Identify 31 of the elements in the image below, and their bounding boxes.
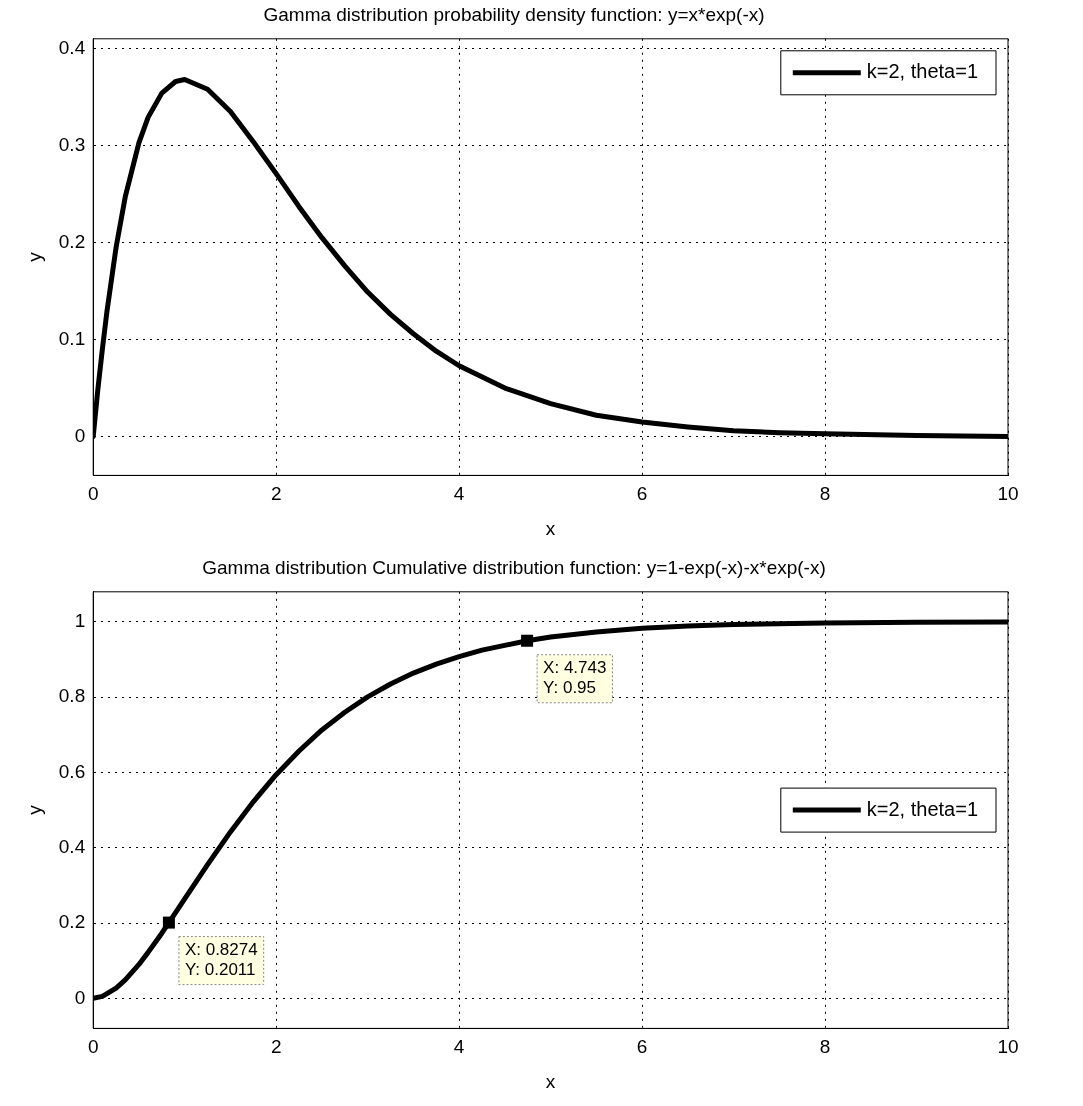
x-tick-label: 8 [819, 483, 831, 505]
y-tick-label: 0 [74, 986, 86, 1008]
annotation: X: 0.8274 Y: 0.2011 [184, 939, 258, 979]
legend-label: k=2, theta=1 [866, 797, 978, 820]
y-tick-label: 1 [74, 610, 86, 632]
chart-title: Gamma distribution probability density function: y=x*exp(-x) [263, 3, 765, 25]
y-tick-label: 0.6 [58, 760, 86, 782]
y-tick-label: 0.1 [58, 327, 86, 349]
x-axis-title: x [545, 1070, 556, 1092]
x-tick-label: 4 [453, 1036, 465, 1058]
y-tick-label: 0.2 [58, 911, 86, 933]
chart-title: Gamma distribution Cumulative distribution function: y=1-exp(-x)-x*exp(-x) [202, 556, 826, 578]
y-tick-label: 0.2 [58, 230, 86, 252]
y-axis-title: y [23, 804, 45, 815]
x-tick-label: 10 [997, 1036, 1019, 1058]
x-tick-label: 4 [453, 483, 465, 505]
annotation: X: 4.743 Y: 0.95 [543, 657, 607, 697]
x-tick-label: 2 [270, 1036, 282, 1058]
y-tick-label: 0.3 [58, 133, 86, 155]
x-tick-label: 8 [819, 1036, 831, 1058]
y-tick-label: 0 [74, 424, 86, 446]
x-tick-label: 2 [270, 483, 282, 505]
y-tick-label: 0.8 [58, 685, 86, 707]
y-tick-label: 0.4 [58, 835, 86, 857]
x-tick-label: 6 [636, 1036, 648, 1058]
y-axis-title: y [23, 251, 45, 262]
x-tick-label: 6 [636, 483, 648, 505]
x-tick-label: 10 [997, 483, 1019, 505]
x-axis-title: x [545, 517, 556, 539]
y-tick-label: 0.4 [58, 36, 86, 58]
legend-label: k=2, theta=1 [866, 60, 978, 83]
